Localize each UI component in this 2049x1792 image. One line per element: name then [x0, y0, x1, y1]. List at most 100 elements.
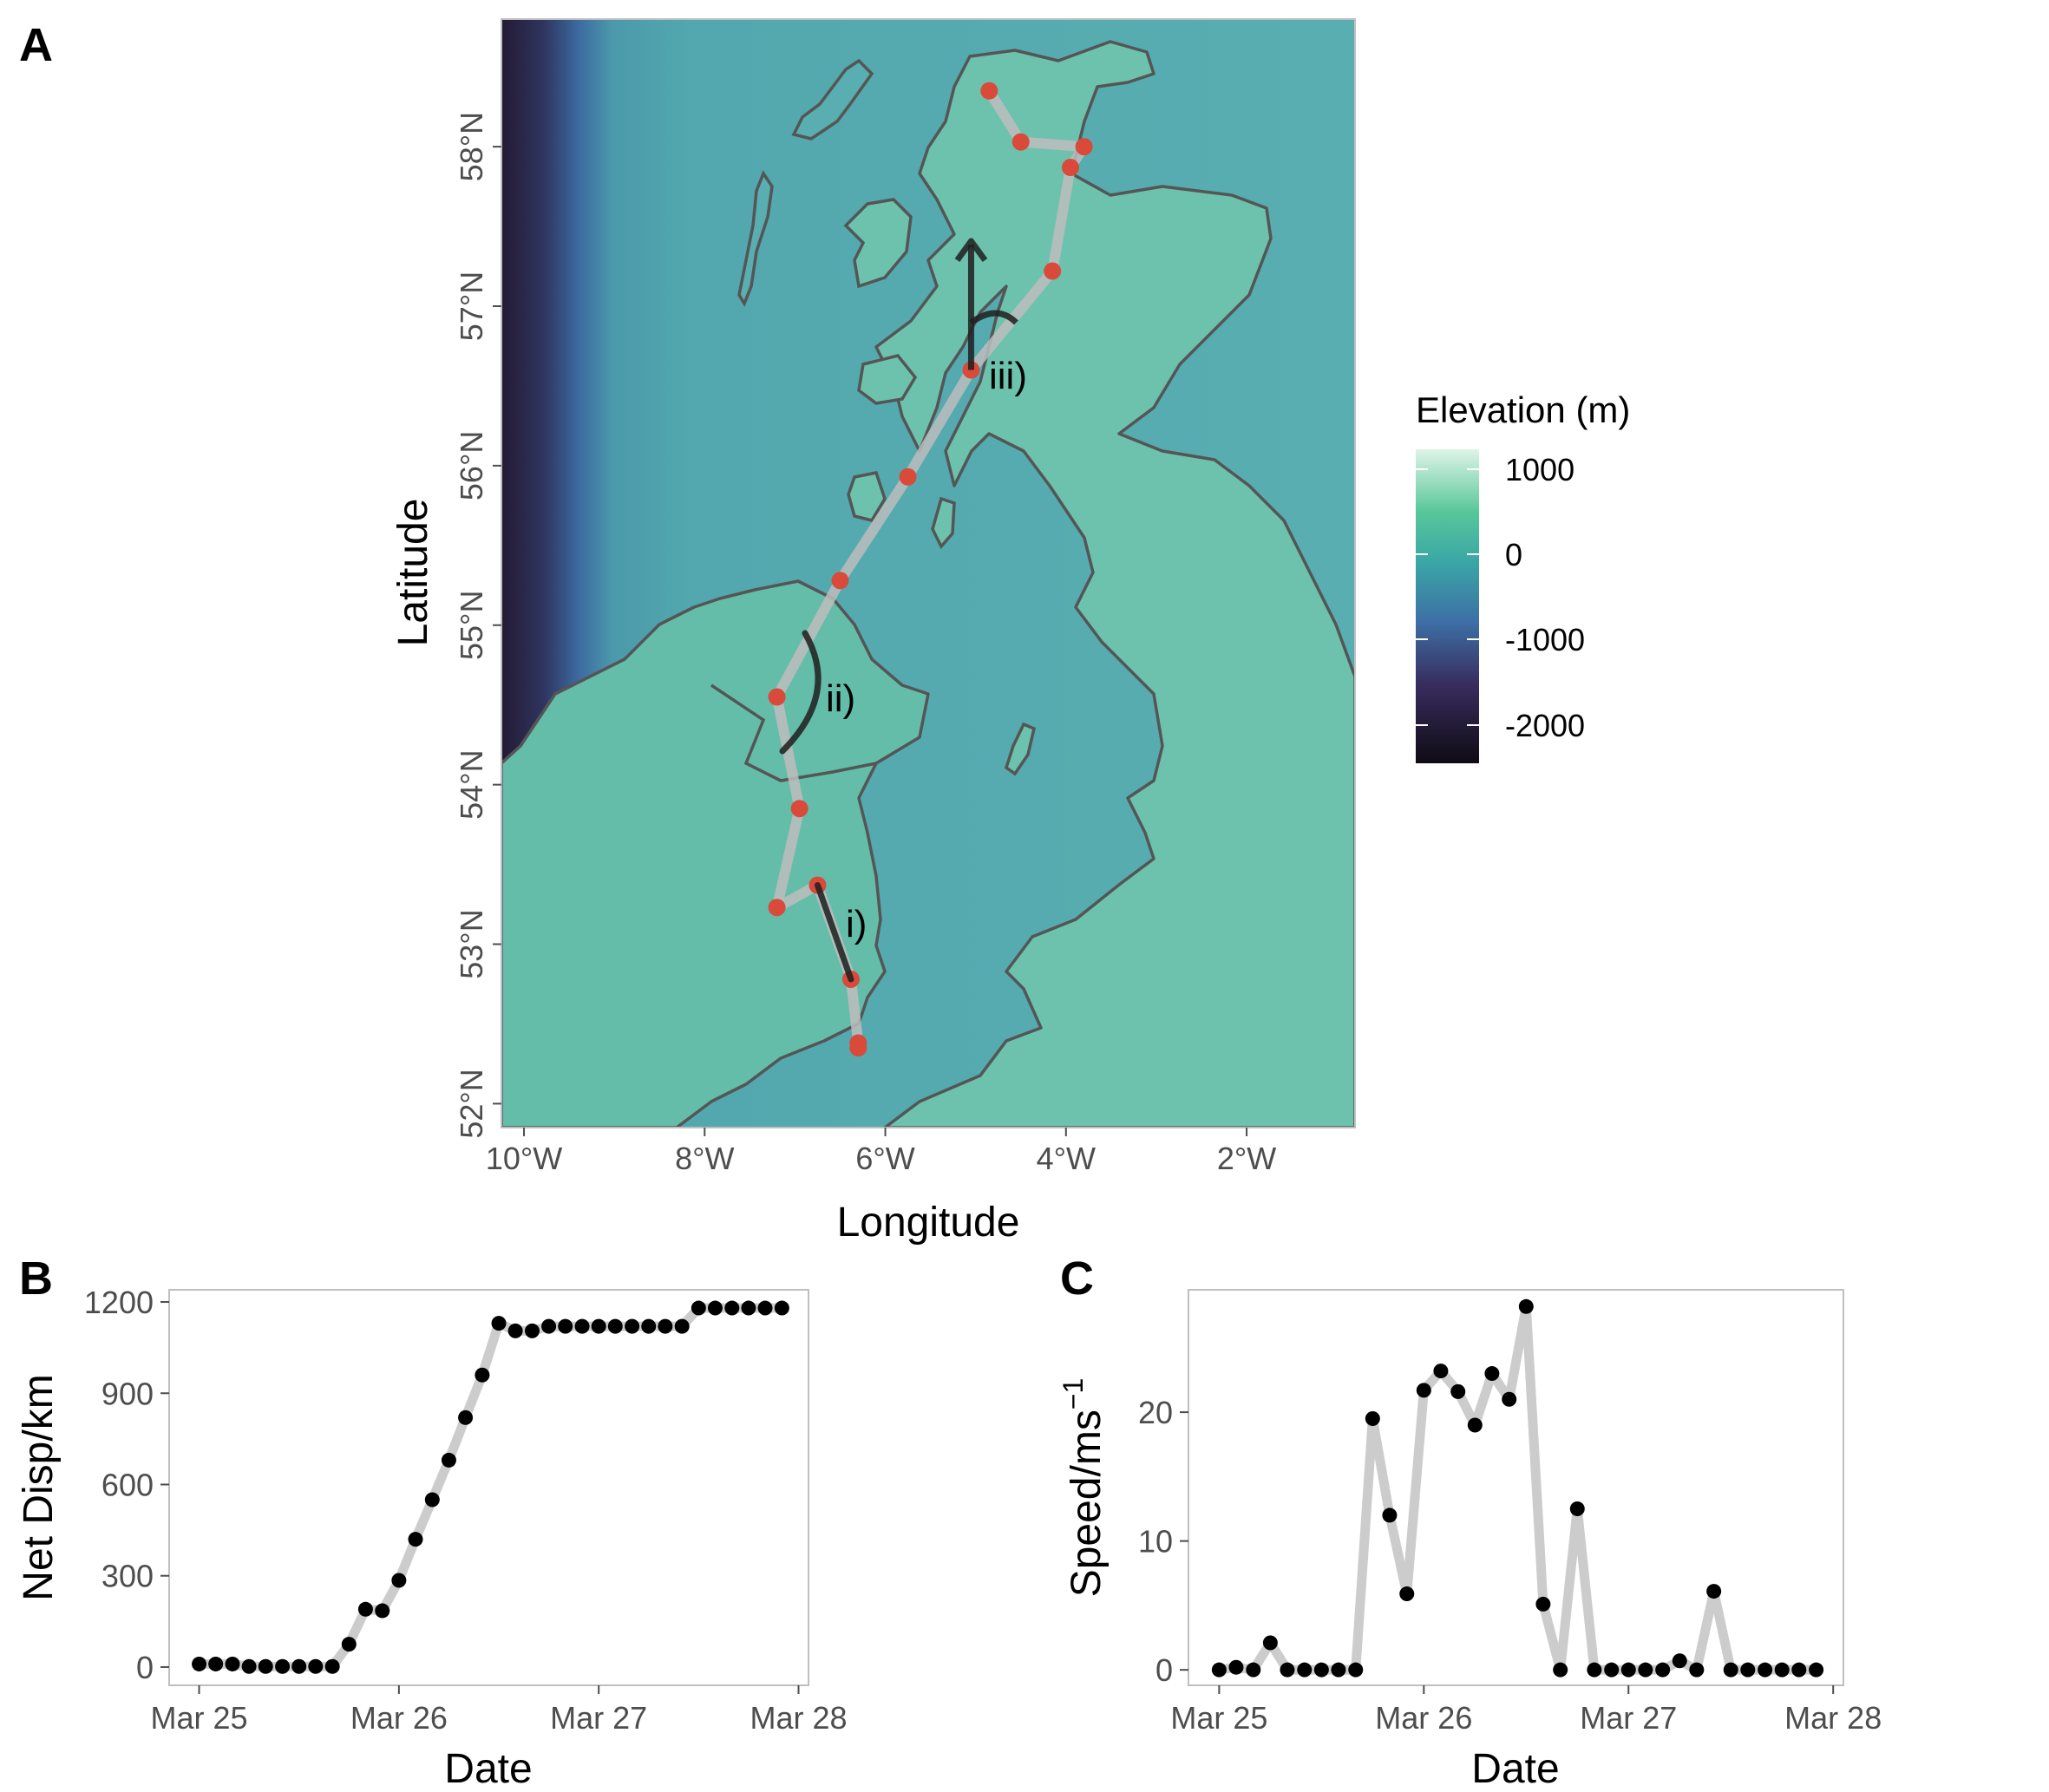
- p1-point-19: [507, 1323, 523, 1338]
- mull: [857, 354, 918, 405]
- p2-point-23: [1604, 1662, 1620, 1678]
- p1-point-23: [574, 1318, 590, 1334]
- p1-point-18: [491, 1316, 507, 1331]
- p2-point-4: [1280, 1662, 1295, 1678]
- p1-point-5: [275, 1658, 291, 1674]
- map-panel: i) ii) iii) 10°W 8°W 6°W 4°W 2°W 52°N 53°N 54°…: [390, 18, 1356, 1246]
- p2-point-20: [1553, 1662, 1568, 1678]
- p2-point-34: [1791, 1662, 1807, 1678]
- map-x-tick-label-1: 8°W: [675, 1141, 734, 1176]
- p2-x-tick-label-3: Mar 28: [1784, 1700, 1882, 1736]
- p1-point-35: [774, 1300, 789, 1316]
- p2-point-24: [1620, 1662, 1636, 1678]
- p1-point-15: [441, 1452, 456, 1468]
- p1-point-16: [458, 1409, 474, 1425]
- p1-x-tick-label-0: Mar 25: [151, 1700, 248, 1736]
- panel-label-a: A: [19, 19, 53, 71]
- map-y-tick-label-4: 56°N: [454, 431, 489, 500]
- p1-x-tick-label-2: Mar 27: [550, 1700, 647, 1736]
- p2-point-14: [1450, 1383, 1466, 1399]
- p2-point-2: [1246, 1662, 1261, 1678]
- p1-y-tick-label-3: 900: [101, 1376, 154, 1411]
- track-point-11: [1062, 159, 1079, 177]
- p1-point-28: [658, 1318, 673, 1334]
- hebrides-uist: [737, 170, 774, 307]
- p1-point-30: [691, 1300, 706, 1316]
- p2-point-15: [1467, 1417, 1483, 1433]
- map-y-tick-label-1: 53°N: [454, 909, 489, 978]
- p1-point-9: [341, 1637, 357, 1652]
- p2-x-tick-label-2: Mar 27: [1580, 1700, 1677, 1736]
- p1-point-31: [707, 1300, 723, 1316]
- islay: [847, 470, 887, 523]
- p2-point-3: [1262, 1635, 1278, 1651]
- map-x-ticks: 10°W 8°W 6°W 4°W 2°W: [486, 1128, 1276, 1176]
- wind-arrows-layer: [779, 238, 1018, 983]
- p2-point-11: [1399, 1586, 1415, 1602]
- arran: [931, 496, 956, 550]
- annotation-iii: iii): [989, 355, 1027, 397]
- p1-point-11: [375, 1603, 390, 1619]
- p1-x-tick-label-3: Mar 28: [750, 1700, 847, 1736]
- panel-b-x-axis-title: Date: [444, 1746, 532, 1792]
- p1-y-tick-label-1: 300: [101, 1559, 154, 1594]
- arc-iii: [969, 310, 1018, 325]
- p1-point-10: [357, 1601, 373, 1617]
- panel-b-points: [192, 1300, 789, 1674]
- p2-point-21: [1569, 1501, 1585, 1517]
- p1-point-14: [424, 1492, 440, 1508]
- legend-label-0: 1000: [1505, 452, 1574, 487]
- track-point-5: [790, 800, 808, 818]
- panel-c-points: [1211, 1298, 1824, 1678]
- panel-label-b: B: [19, 1252, 53, 1305]
- legend-label-2: -1000: [1505, 622, 1585, 657]
- legend-label-1: 0: [1505, 537, 1522, 572]
- p2-point-33: [1774, 1662, 1790, 1678]
- map-y-tick-label-6: 58°N: [454, 112, 489, 181]
- p1-point-22: [558, 1318, 573, 1334]
- p1-point-7: [308, 1658, 324, 1674]
- map-x-axis-title: Longitude: [837, 1200, 1020, 1246]
- map-y-axis-title: Latitude: [390, 499, 436, 647]
- map-y-tick-label-2: 54°N: [454, 749, 489, 819]
- annotation-i: i): [846, 903, 867, 945]
- panel-c-y-axis-title: Speed/ms−1: [1057, 1378, 1110, 1598]
- p2-point-26: [1655, 1662, 1671, 1678]
- p1-point-29: [674, 1318, 690, 1334]
- p2-point-31: [1740, 1662, 1756, 1678]
- arrow-iii-head: [954, 238, 988, 263]
- p2-point-22: [1587, 1662, 1602, 1678]
- track-point-8: [899, 468, 917, 486]
- legend-labels: 1000 0 -1000 -2000: [1416, 452, 1585, 743]
- panel-label-c: C: [1060, 1252, 1094, 1305]
- p1-y-tick-label-4: 1200: [84, 1285, 154, 1320]
- p2-point-12: [1416, 1383, 1431, 1398]
- panel-c-y-axis-title-main: Speed/ms: [1064, 1409, 1110, 1597]
- map-y-ticks: 52°N 53°N 54°N 55°N 56°N 57°N 58°N: [454, 112, 501, 1139]
- panel-b-ticks: 0 300 600 900 1200 Mar 25 Mar 26 Mar 27 Mar 28: [84, 1285, 848, 1736]
- elevation-legend: Elevation (m) 1000 0 -1000 -2000: [1416, 389, 1630, 763]
- p1-point-26: [625, 1318, 640, 1334]
- p2-point-35: [1809, 1662, 1824, 1678]
- p1-point-33: [741, 1300, 756, 1316]
- arc-ii: [779, 630, 822, 755]
- p2-point-8: [1348, 1662, 1364, 1678]
- track-point-6: [768, 688, 786, 706]
- p2-y-tick-label-0: 0: [1155, 1652, 1173, 1688]
- segment-i: [814, 881, 854, 983]
- panel-c-x-axis-title: Date: [1471, 1746, 1559, 1792]
- p2-x-tick-label-1: Mar 26: [1375, 1700, 1472, 1736]
- p1-point-21: [541, 1318, 557, 1334]
- map-border: [501, 18, 1356, 1128]
- p2-point-5: [1297, 1662, 1313, 1678]
- map-x-tick-label-4: 2°W: [1217, 1141, 1276, 1176]
- p1-y-tick-label-2: 600: [101, 1467, 154, 1502]
- panel-c-ticks: 0 10 20 Mar 25 Mar 26 Mar 27 Mar 28: [1138, 1395, 1882, 1736]
- p1-point-3: [241, 1658, 257, 1674]
- legend-label-3: -2000: [1505, 708, 1585, 743]
- map-x-tick-label-3: 4°W: [1037, 1141, 1096, 1176]
- speed-panel: 0 10 20 Mar 25 Mar 26 Mar 27 Mar 28 Date Speed…: [1057, 1289, 1882, 1792]
- p2-point-29: [1706, 1584, 1722, 1599]
- p2-point-19: [1535, 1596, 1551, 1612]
- p1-point-1: [208, 1656, 224, 1671]
